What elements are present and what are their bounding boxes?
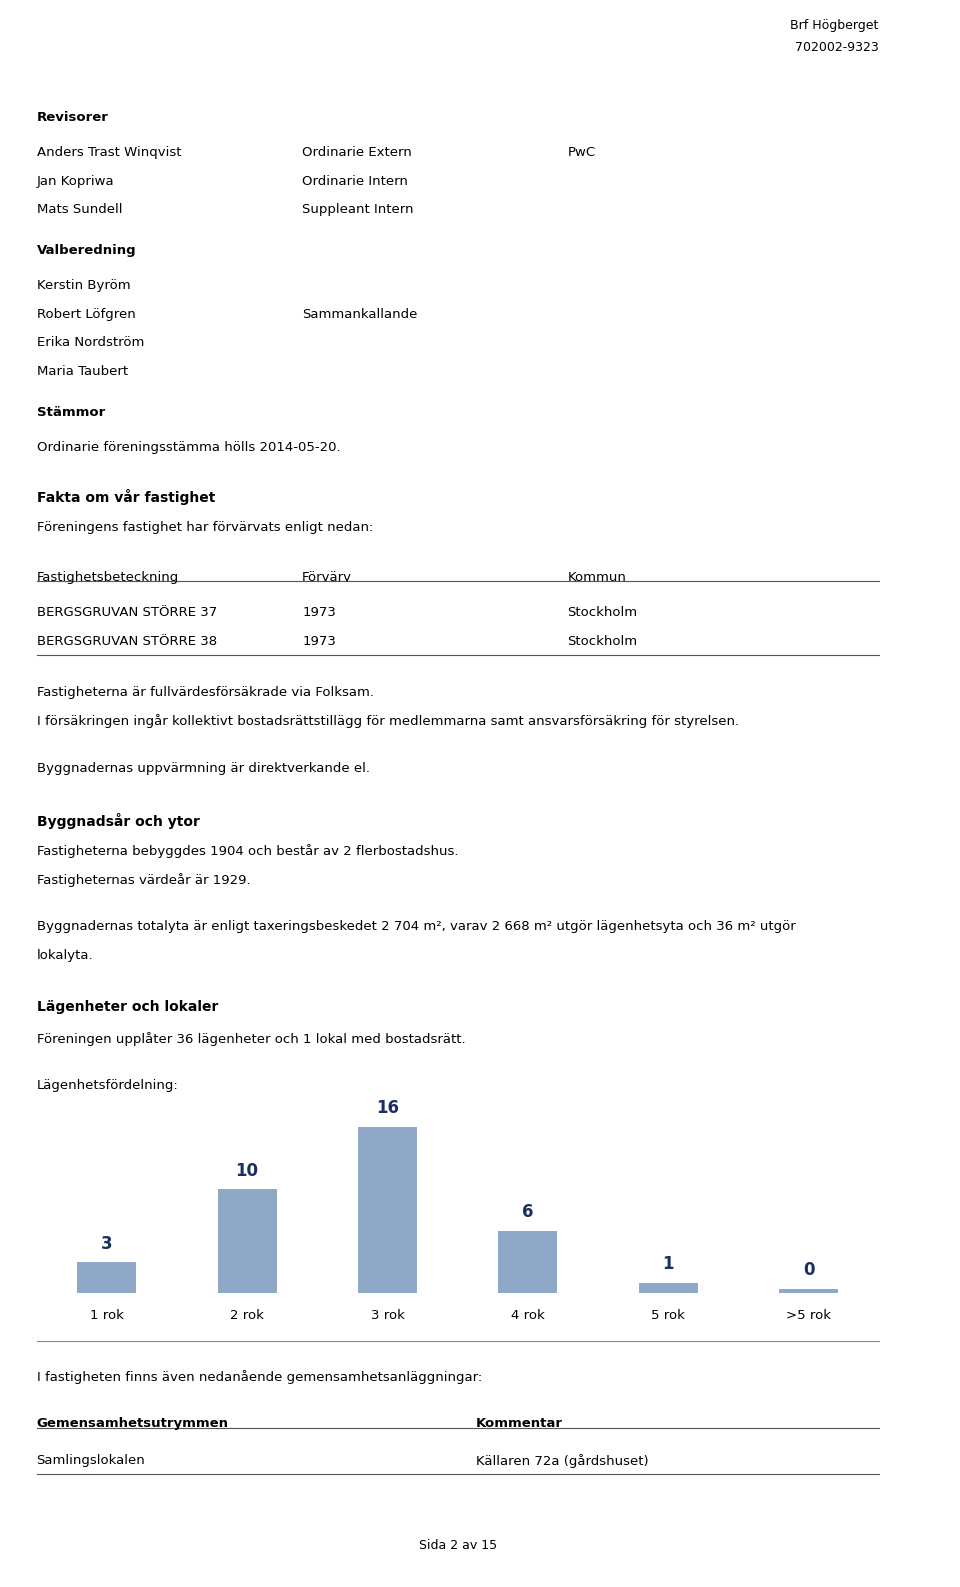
Text: Stockholm: Stockholm <box>567 635 637 647</box>
Text: Kerstin Byröm: Kerstin Byröm <box>36 279 131 292</box>
Text: 1973: 1973 <box>302 606 336 619</box>
Text: Anders Trast Winqvist: Anders Trast Winqvist <box>36 146 181 159</box>
Text: Maria Taubert: Maria Taubert <box>36 365 128 378</box>
Text: Sida 2 av 15: Sida 2 av 15 <box>419 1539 497 1552</box>
Text: >5 rok: >5 rok <box>786 1309 831 1322</box>
Text: Stockholm: Stockholm <box>567 606 637 619</box>
Text: 2 rok: 2 rok <box>230 1309 264 1322</box>
FancyBboxPatch shape <box>638 1282 698 1293</box>
Text: Ordinarie föreningsstämma hölls 2014-05-20.: Ordinarie föreningsstämma hölls 2014-05-… <box>36 441 340 454</box>
Text: Fastigheternas värdeår är 1929.: Fastigheternas värdeår är 1929. <box>36 873 251 887</box>
Text: Fastigheterna är fullvärdesförsäkrade via Folksam.: Fastigheterna är fullvärdesförsäkrade vi… <box>36 686 373 698</box>
Text: 4 rok: 4 rok <box>511 1309 545 1322</box>
Text: Robert Löfgren: Robert Löfgren <box>36 308 135 321</box>
FancyBboxPatch shape <box>218 1189 276 1293</box>
Text: I fastigheten finns även nedanående gemensamhetsanläggningar:: I fastigheten finns även nedanående geme… <box>36 1370 482 1384</box>
Text: 16: 16 <box>376 1100 399 1117</box>
Text: 702002-9323: 702002-9323 <box>795 41 878 54</box>
Text: 10: 10 <box>236 1162 258 1179</box>
Text: 0: 0 <box>803 1262 814 1279</box>
Text: Erika Nordström: Erika Nordström <box>36 336 144 349</box>
Text: Samlingslokalen: Samlingslokalen <box>36 1454 145 1466</box>
Text: Ordinarie Intern: Ordinarie Intern <box>302 175 408 187</box>
Text: Sammankallande: Sammankallande <box>302 308 418 321</box>
Text: Byggnadernas totalyta är enligt taxeringsbeskedet 2 704 m², varav 2 668 m² utgör: Byggnadernas totalyta är enligt taxering… <box>36 920 796 933</box>
Text: 1: 1 <box>662 1255 674 1273</box>
Text: BERGSGRUVAN STÖRRE 38: BERGSGRUVAN STÖRRE 38 <box>36 635 217 647</box>
Text: Suppleant Intern: Suppleant Intern <box>302 203 414 216</box>
Text: 3: 3 <box>101 1235 112 1252</box>
Text: Förvärv: Förvärv <box>302 571 352 584</box>
Text: Föreningen upplåter 36 lägenheter och 1 lokal med bostadsrätt.: Föreningen upplåter 36 lägenheter och 1 … <box>36 1032 466 1046</box>
FancyBboxPatch shape <box>358 1127 417 1293</box>
Text: Kommun: Kommun <box>567 571 627 584</box>
Text: Byggnadsår och ytor: Byggnadsår och ytor <box>36 813 200 828</box>
Text: Brf Högberget: Brf Högberget <box>790 19 878 32</box>
Text: Mats Sundell: Mats Sundell <box>36 203 122 216</box>
Text: Stämmor: Stämmor <box>36 406 105 419</box>
Text: 6: 6 <box>522 1203 534 1222</box>
Text: Jan Kopriwa: Jan Kopriwa <box>36 175 114 187</box>
Text: 1973: 1973 <box>302 635 336 647</box>
FancyBboxPatch shape <box>78 1262 136 1293</box>
Text: PwC: PwC <box>567 146 596 159</box>
Text: Lägenheter och lokaler: Lägenheter och lokaler <box>36 1000 218 1014</box>
FancyBboxPatch shape <box>498 1232 558 1293</box>
Text: Lägenhetsfördelning:: Lägenhetsfördelning: <box>36 1079 179 1092</box>
Text: Gemensamhetsutrymmen: Gemensamhetsutrymmen <box>36 1417 228 1430</box>
Text: Föreningens fastighet har förvärvats enligt nedan:: Föreningens fastighet har förvärvats enl… <box>36 521 373 533</box>
Text: Fastighetsbeteckning: Fastighetsbeteckning <box>36 571 179 584</box>
Text: Fastigheterna bebyggdes 1904 och består av 2 flerbostadshus.: Fastigheterna bebyggdes 1904 och består … <box>36 844 458 859</box>
Text: Revisorer: Revisorer <box>36 111 108 124</box>
Text: Kommentar: Kommentar <box>476 1417 564 1430</box>
Text: BERGSGRUVAN STÖRRE 37: BERGSGRUVAN STÖRRE 37 <box>36 606 217 619</box>
Text: Valberedning: Valberedning <box>36 244 136 257</box>
Text: Källaren 72a (gårdshuset): Källaren 72a (gårdshuset) <box>476 1454 649 1468</box>
Text: Ordinarie Extern: Ordinarie Extern <box>302 146 412 159</box>
Text: 1 rok: 1 rok <box>90 1309 124 1322</box>
FancyBboxPatch shape <box>780 1289 838 1293</box>
Text: 5 rok: 5 rok <box>652 1309 685 1322</box>
Text: lokalyta.: lokalyta. <box>36 949 93 962</box>
Text: Byggnadernas uppvärmning är direktverkande el.: Byggnadernas uppvärmning är direktverkan… <box>36 762 370 774</box>
Text: Fakta om vår fastighet: Fakta om vår fastighet <box>36 489 215 505</box>
Text: 3 rok: 3 rok <box>371 1309 404 1322</box>
Text: I försäkringen ingår kollektivt bostadsrättstillägg för medlemmarna samt ansvars: I försäkringen ingår kollektivt bostadsr… <box>36 714 739 728</box>
